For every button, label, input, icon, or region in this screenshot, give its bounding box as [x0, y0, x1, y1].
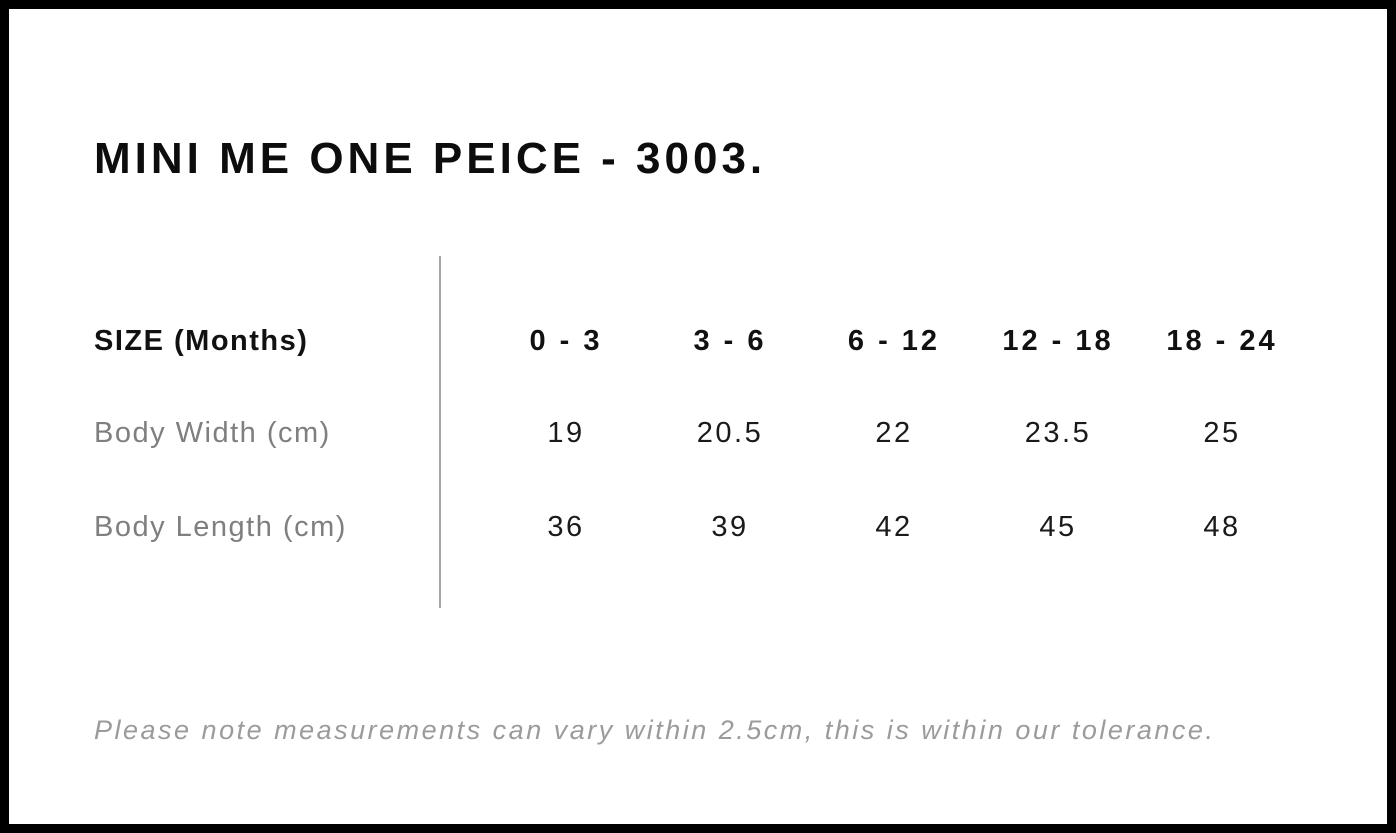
body-length-value-3-6: 39 — [711, 511, 749, 543]
body-width-row-label: Body Width (cm) — [94, 417, 331, 449]
table-header-row: SIZE (Months) 0 - 3 3 - 6 6 - 12 12 - 18… — [9, 323, 1387, 359]
body-width-value-6-12: 22 — [875, 417, 913, 449]
body-width-value-3-6: 20.5 — [696, 417, 764, 449]
page-title: MINI ME ONE PEICE - 3003. — [94, 134, 767, 184]
body-length-row-label: Body Length (cm) — [94, 511, 347, 543]
tolerance-note: Please note measurements can vary within… — [94, 715, 1216, 745]
column-header-0-3: 0 - 3 — [529, 325, 603, 357]
body-length-value-18-24: 48 — [1203, 511, 1241, 543]
size-months-header: SIZE (Months) — [94, 325, 309, 357]
column-header-18-24: 18 - 24 — [1166, 325, 1278, 357]
body-width-value-18-24: 25 — [1203, 417, 1241, 449]
column-header-3-6: 3 - 6 — [693, 325, 767, 357]
body-length-value-0-3: 36 — [547, 511, 585, 543]
column-header-6-12: 6 - 12 — [847, 325, 941, 357]
body-width-value-12-18: 23.5 — [1024, 417, 1092, 449]
table-row-body-width: Body Width (cm) 19 20.5 22 23.5 25 — [9, 415, 1387, 451]
body-width-value-0-3: 19 — [547, 417, 585, 449]
table-vertical-divider — [439, 256, 441, 608]
body-length-value-6-12: 42 — [875, 511, 913, 543]
body-length-value-12-18: 45 — [1039, 511, 1077, 543]
column-header-12-18: 12 - 18 — [1002, 325, 1114, 357]
table-row-body-length: Body Length (cm) 36 39 42 45 48 — [9, 509, 1387, 545]
